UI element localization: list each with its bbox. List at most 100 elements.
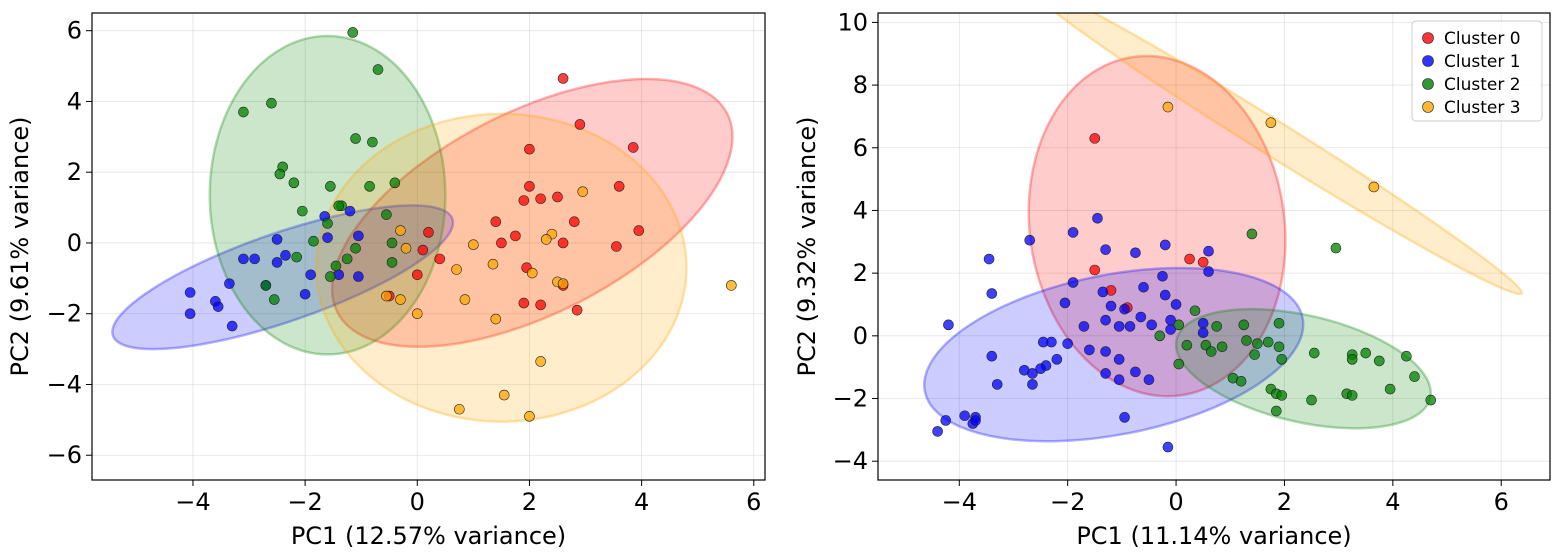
data-point xyxy=(299,288,311,300)
legend-marker xyxy=(1422,101,1434,113)
data-point xyxy=(184,287,196,298)
x-axis-label: PC1 (12.57% variance) xyxy=(291,522,566,550)
data-point xyxy=(1368,181,1380,193)
data-point xyxy=(288,177,300,189)
data-point xyxy=(308,235,319,247)
legend-marker xyxy=(1422,55,1434,67)
data-point xyxy=(1276,354,1288,365)
data-point xyxy=(347,27,359,38)
data-point xyxy=(496,237,507,249)
y-tick-label: −4 xyxy=(47,370,82,398)
data-point xyxy=(238,106,249,118)
series-3 xyxy=(381,186,737,422)
data-point xyxy=(1409,371,1420,382)
data-point xyxy=(1037,336,1049,348)
x-tick-label: 2 xyxy=(522,488,537,516)
data-point xyxy=(322,232,333,243)
data-point xyxy=(1384,383,1396,395)
y-tick-label: −4 xyxy=(833,447,868,475)
data-point xyxy=(353,271,364,282)
data-point xyxy=(344,205,356,217)
data-point xyxy=(1197,317,1209,329)
data-point xyxy=(552,191,563,203)
data-point xyxy=(224,278,235,289)
data-point xyxy=(1346,354,1358,365)
data-point xyxy=(423,227,434,238)
data-point xyxy=(1143,374,1155,386)
axes-frame xyxy=(91,12,766,481)
plot-area xyxy=(111,27,737,423)
data-point xyxy=(417,244,429,256)
data-point xyxy=(1062,338,1073,349)
data-point xyxy=(1189,305,1201,317)
x-axis-label: PC1 (11.14% variance) xyxy=(1076,522,1351,550)
data-point xyxy=(940,415,952,426)
data-point xyxy=(991,379,1003,390)
data-point xyxy=(330,260,342,272)
data-point xyxy=(184,308,196,320)
data-point xyxy=(1019,365,1030,376)
data-point xyxy=(633,225,645,236)
data-point xyxy=(367,136,378,148)
data-point xyxy=(238,253,249,265)
data-point xyxy=(1265,117,1277,128)
data-point xyxy=(577,186,589,197)
data-point xyxy=(1113,374,1125,386)
data-point xyxy=(372,64,384,75)
y-axis-label: PC2 (9.32% variance) xyxy=(793,116,821,376)
legend-marker xyxy=(1422,32,1434,44)
data-point xyxy=(1119,412,1130,423)
x-tick-label: 6 xyxy=(746,488,761,516)
y-tick-label: 6 xyxy=(67,17,82,45)
data-point xyxy=(1027,379,1038,390)
data-point xyxy=(726,280,737,291)
data-point xyxy=(1051,354,1063,365)
cluster-ellipse xyxy=(1024,13,1524,296)
data-point xyxy=(325,271,336,282)
data-point xyxy=(1203,266,1214,277)
data-point xyxy=(268,294,280,305)
data-point xyxy=(1130,366,1141,378)
data-point xyxy=(1100,368,1111,379)
data-point xyxy=(1113,354,1125,365)
data-point xyxy=(1252,338,1263,349)
chart-panel-1: −4 −2 0 2 4 6 −6 −4 −2 0 2 4 6 PC1 (12.57% variance) P… xyxy=(6,12,766,550)
data-point xyxy=(1203,245,1214,257)
data-point xyxy=(381,209,392,220)
data-point xyxy=(1241,335,1252,346)
data-point xyxy=(490,313,502,325)
data-point xyxy=(1271,405,1282,417)
x-tick-label: 4 xyxy=(1385,488,1400,516)
series-1 xyxy=(932,212,1214,453)
data-point xyxy=(569,216,580,228)
data-point xyxy=(386,237,398,249)
data-point xyxy=(451,264,462,275)
data-point xyxy=(1330,242,1342,254)
data-point xyxy=(1184,253,1195,265)
data-point xyxy=(1401,350,1412,362)
data-point xyxy=(249,253,260,265)
series-0 xyxy=(383,73,645,316)
data-point xyxy=(986,350,998,362)
data-point xyxy=(498,389,510,401)
data-point xyxy=(557,73,569,84)
data-point xyxy=(526,267,538,279)
data-point xyxy=(1162,101,1174,113)
data-point xyxy=(557,278,569,289)
series-2 xyxy=(1154,228,1437,417)
series-2 xyxy=(238,27,401,305)
data-point xyxy=(386,257,398,268)
data-point xyxy=(932,426,943,437)
legend-box xyxy=(1411,20,1543,122)
data-point xyxy=(274,168,286,180)
data-point xyxy=(611,241,622,252)
x-tick-label: 2 xyxy=(1277,488,1292,516)
data-point xyxy=(305,269,317,281)
data-point xyxy=(983,253,995,265)
x-tick-label: 6 xyxy=(1494,488,1509,516)
data-point xyxy=(1130,247,1141,259)
data-point xyxy=(571,304,583,316)
y-tick-label: −6 xyxy=(47,441,82,469)
y-tick-label: 4 xyxy=(853,196,868,224)
